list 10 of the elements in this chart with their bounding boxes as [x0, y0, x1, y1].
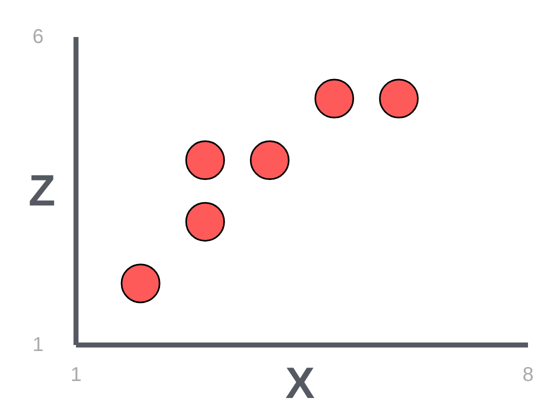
point: [379, 78, 419, 118]
x-tick-label: 8: [522, 364, 534, 386]
point: [314, 78, 354, 118]
point: [120, 264, 160, 304]
point: [185, 140, 225, 180]
x-axis-title: X: [285, 359, 315, 408]
point: [185, 202, 225, 242]
y-axis-title: Z: [28, 166, 56, 216]
y-tick-label: 6: [32, 26, 44, 48]
point: [250, 140, 290, 180]
